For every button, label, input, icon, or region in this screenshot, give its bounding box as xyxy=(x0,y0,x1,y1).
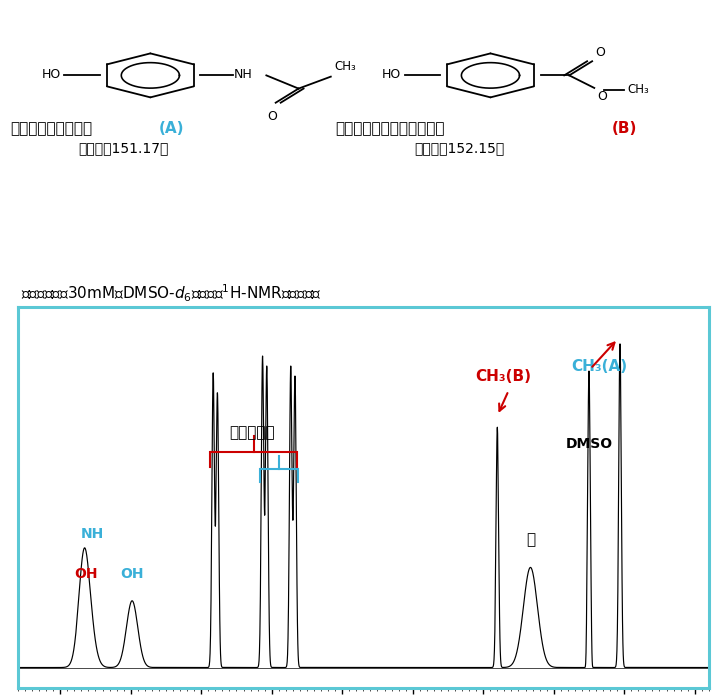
Text: CH₃(B): CH₃(B) xyxy=(475,369,531,384)
Text: アセトアミノフェン: アセトアミノフェン xyxy=(11,121,93,136)
Text: NH: NH xyxy=(80,527,104,541)
Text: CH₃: CH₃ xyxy=(334,61,356,73)
Text: 混合溶液（匄30mM　DMSO-$d_6$溶液）の$^1$H-NMRスペクトル: 混合溶液（匄30mM DMSO-$d_6$溶液）の$^1$H-NMRスペクトル xyxy=(21,282,322,304)
Text: CH₃: CH₃ xyxy=(627,82,649,96)
Text: HO: HO xyxy=(42,68,61,81)
Text: OH: OH xyxy=(120,567,144,581)
Text: O: O xyxy=(267,110,277,123)
Text: HO: HO xyxy=(382,68,401,81)
Text: ベンゼン環: ベンゼン環 xyxy=(229,426,275,440)
Text: （分子量151.17）: （分子量151.17） xyxy=(79,141,169,155)
Text: OH: OH xyxy=(74,567,98,581)
Text: DMSO: DMSO xyxy=(566,437,613,451)
Text: ヒドロキシ安息香酸メチル: ヒドロキシ安息香酸メチル xyxy=(335,121,445,136)
Text: CH₃(A): CH₃(A) xyxy=(571,359,628,374)
Text: O: O xyxy=(596,46,606,59)
Text: （分子量152.15）: （分子量152.15） xyxy=(414,141,504,155)
Text: NH: NH xyxy=(234,68,253,81)
Text: O: O xyxy=(597,91,607,103)
Text: 水: 水 xyxy=(526,533,535,547)
Text: (B): (B) xyxy=(611,121,637,136)
Text: (A): (A) xyxy=(159,121,185,136)
